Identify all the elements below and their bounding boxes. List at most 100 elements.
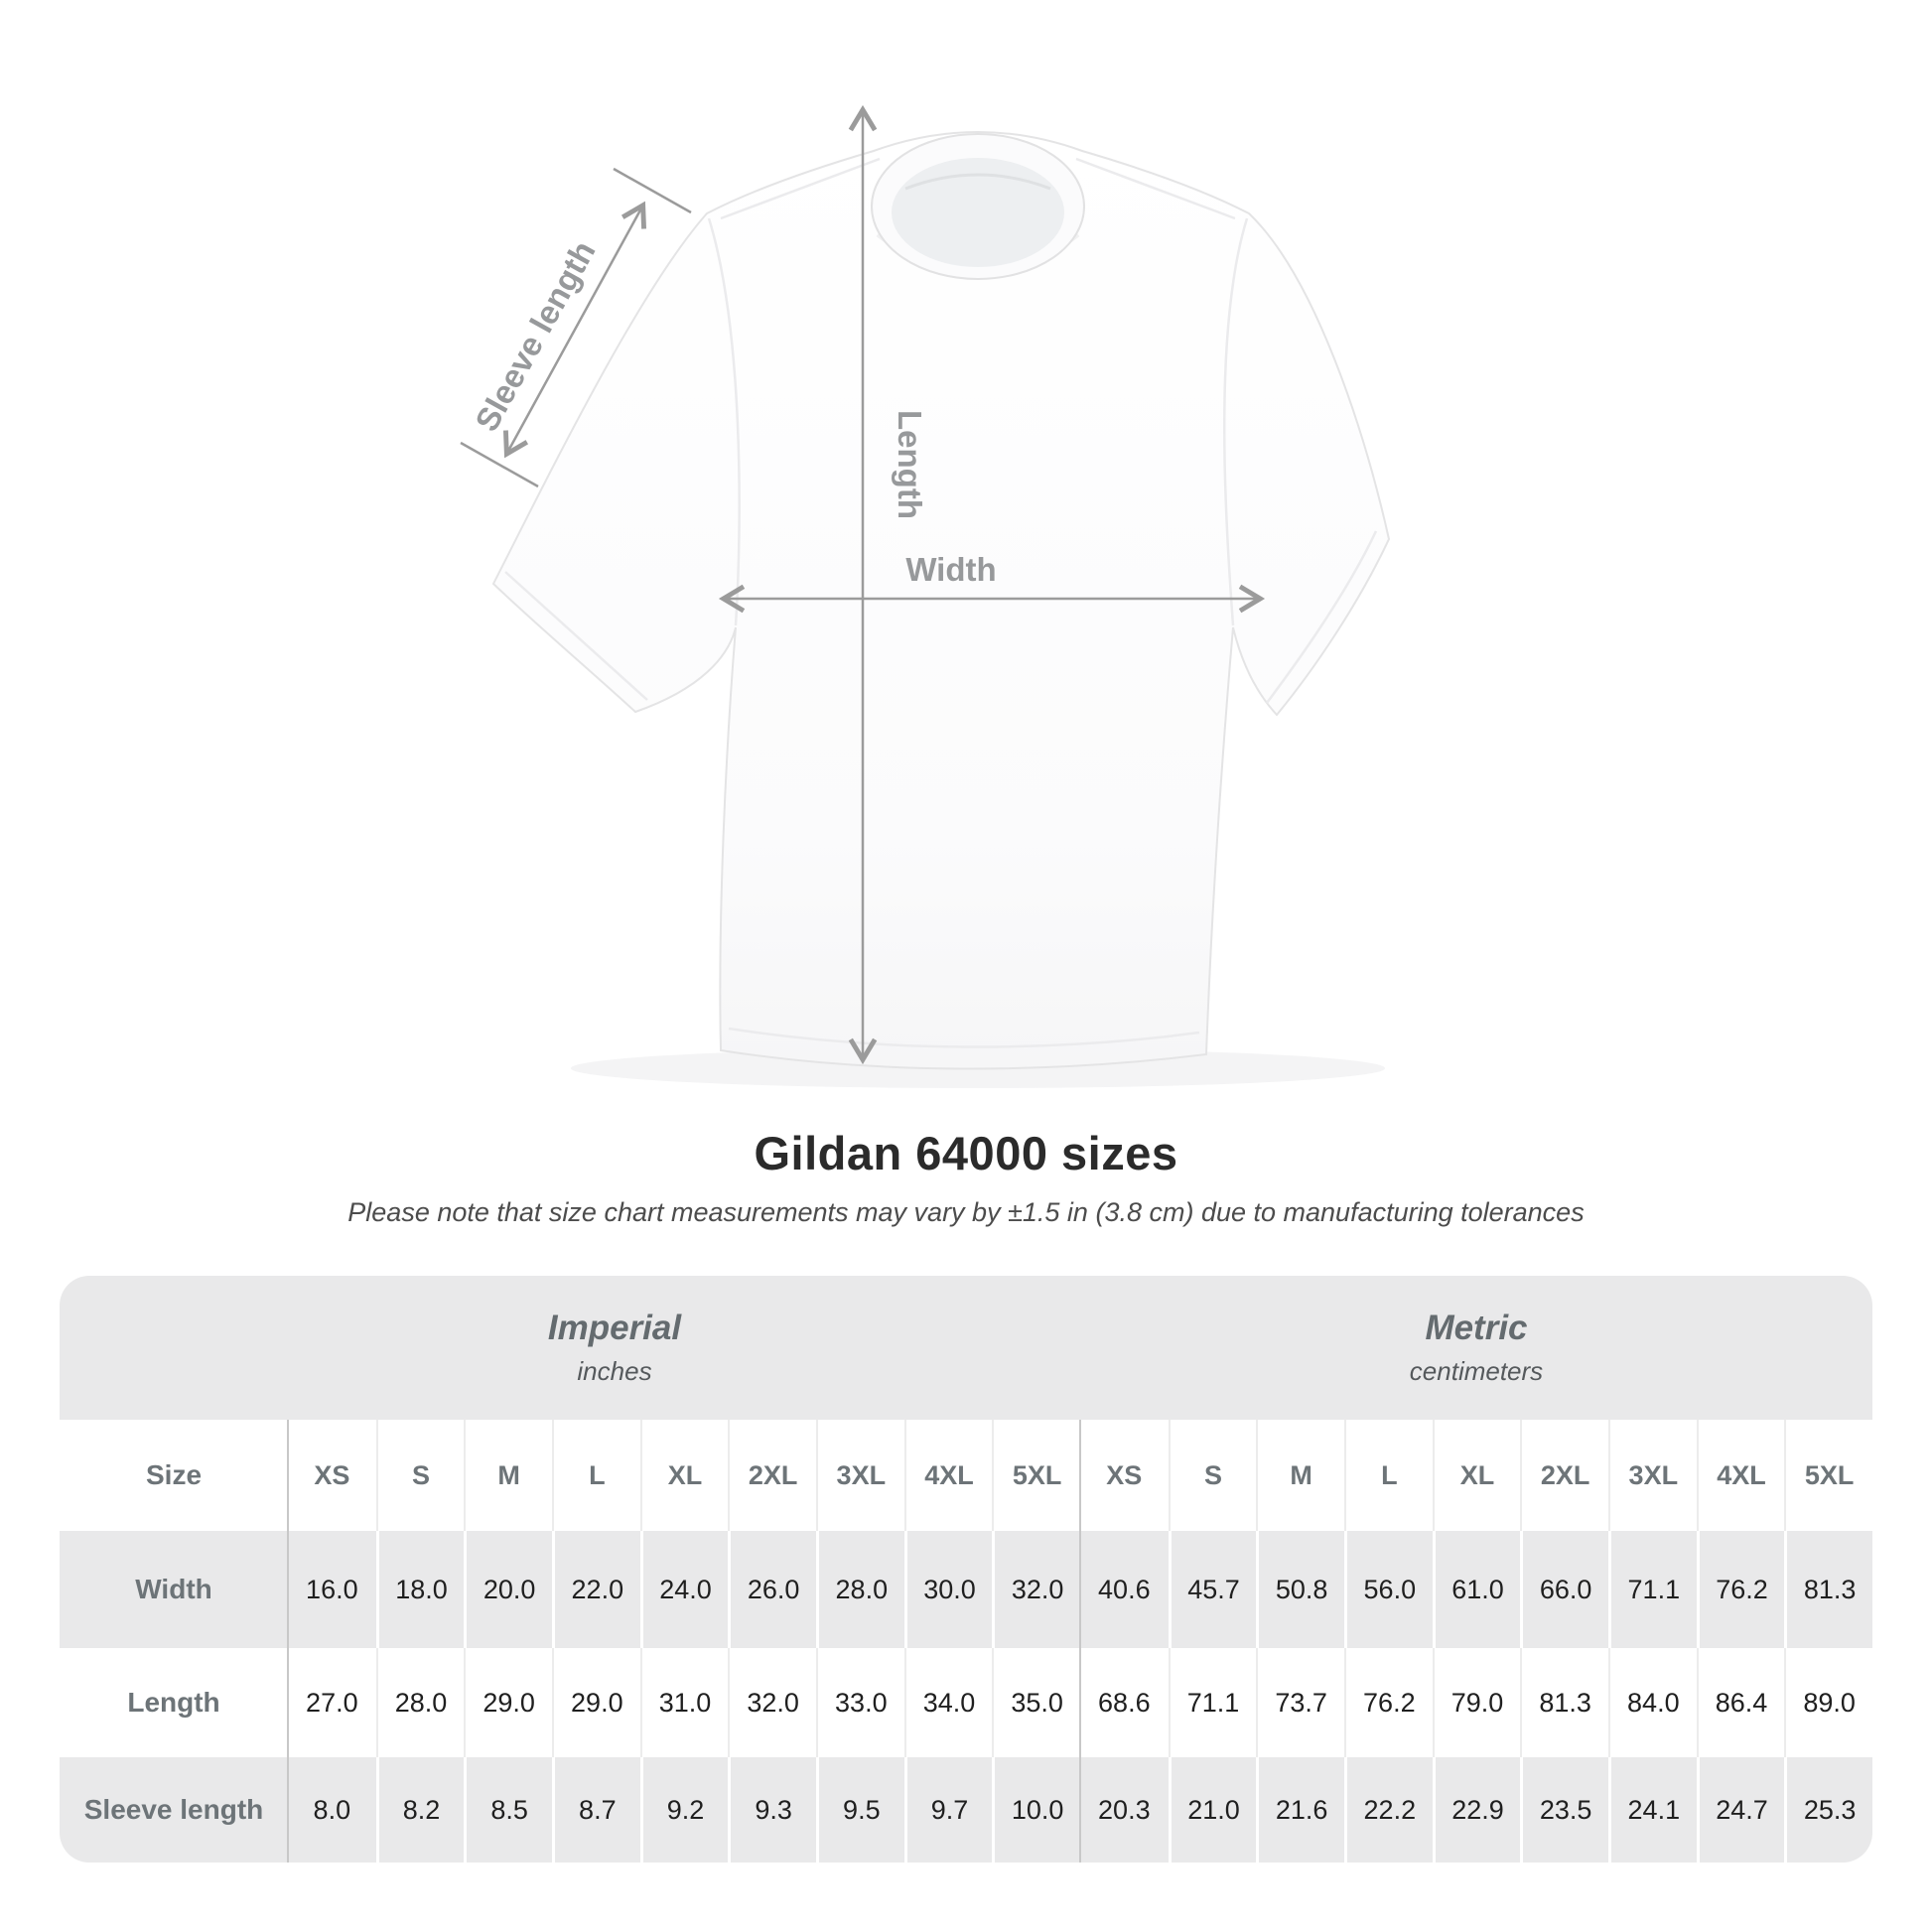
value-cell: 79.0 [1432, 1648, 1521, 1757]
value-cell: 34.0 [903, 1648, 993, 1757]
unit-header-band: Imperial inches Metric centimeters [60, 1276, 1872, 1420]
value-cell: 8.5 [464, 1757, 552, 1863]
sleeve-length-row: Sleeve length 8.0 8.2 8.5 8.7 9.2 9.3 9.5 9.7 10.… [60, 1757, 1872, 1863]
imperial-unit: inches [577, 1356, 652, 1386]
value-cell: 22.9 [1432, 1757, 1521, 1863]
value-cell: 56.0 [1343, 1531, 1433, 1648]
value-cell: 76.2 [1696, 1531, 1785, 1648]
value-cell: 68.6 [1098, 1687, 1151, 1718]
value-cell: 81.3 [1520, 1648, 1608, 1757]
size-header-cell: 3XL [1607, 1420, 1697, 1531]
value-cell: 10.0 [992, 1757, 1080, 1863]
value-cell: 9.5 [815, 1757, 904, 1863]
value-cell: 25.3 [1784, 1757, 1872, 1863]
size-chart-table: Imperial inches Metric centimeters Size X… [60, 1276, 1872, 1863]
sleeve-length-label: Sleeve length [468, 234, 603, 437]
value-cell: 8.0 [313, 1794, 351, 1825]
imperial-header: Imperial inches [60, 1276, 1080, 1420]
value-cell: 35.0 [992, 1648, 1080, 1757]
value-cell: 50.8 [1256, 1531, 1344, 1648]
value-cell: 66.0 [1520, 1531, 1608, 1648]
value-cell: 22.0 [551, 1531, 640, 1648]
value-cell: 86.4 [1696, 1648, 1785, 1757]
value-cell: 8.7 [551, 1757, 640, 1863]
size-header-cell: XL [639, 1420, 729, 1531]
value-cell: 26.0 [728, 1531, 816, 1648]
value-cell: 71.1 [1168, 1648, 1257, 1757]
length-row: Length 27.0 28.0 29.0 29.0 31.0 32.0 33.0 34.0 35… [60, 1648, 1872, 1757]
value-cell: 76.2 [1343, 1648, 1433, 1757]
page-title: Gildan 64000 sizes [754, 1127, 1178, 1179]
sleeve-length-arrow [502, 201, 647, 459]
imperial-metric-divider [1079, 1420, 1081, 1863]
value-cell: 84.0 [1607, 1648, 1697, 1757]
row-label: Length [127, 1687, 220, 1718]
size-chart-grid: Size XS S M L XL 2XL 3XL 4XL 5XL XS S M L XL 2XL 3XL 4XL 5… [60, 1420, 1872, 1863]
value-cell: 29.0 [551, 1648, 640, 1757]
value-cell: 24.0 [639, 1531, 729, 1648]
size-header-cell: M [1256, 1420, 1344, 1531]
value-cell: 33.0 [815, 1648, 904, 1757]
value-cell: 20.0 [464, 1531, 552, 1648]
value-cell: 9.7 [903, 1757, 993, 1863]
value-cell: 32.0 [992, 1531, 1080, 1648]
value-cell: 28.0 [815, 1531, 904, 1648]
label-column-divider [287, 1420, 289, 1863]
size-header-cell: L [1343, 1420, 1433, 1531]
value-cell: 21.6 [1256, 1757, 1344, 1863]
size-header-cell: 4XL [1696, 1420, 1785, 1531]
value-cell: 18.0 [375, 1531, 465, 1648]
collar [871, 133, 1085, 280]
value-cell: 9.2 [639, 1757, 729, 1863]
size-header-cell: M [464, 1420, 552, 1531]
size-header-row: Size XS S M L XL 2XL 3XL 4XL 5XL XS S M L XL 2XL 3XL 4XL 5… [60, 1420, 1872, 1531]
size-header-cell: 4XL [903, 1420, 993, 1531]
tshirt-measurement-diagram: Sleeve length Length Width [460, 104, 1391, 1088]
value-cell: 22.2 [1343, 1757, 1433, 1863]
length-label: Length [892, 410, 928, 519]
value-cell: 81.3 [1784, 1531, 1872, 1648]
value-cell: 89.0 [1784, 1648, 1872, 1757]
size-header-cell: XL [1432, 1420, 1521, 1531]
value-cell: 29.0 [464, 1648, 552, 1757]
size-header-cell: 5XL [992, 1420, 1080, 1531]
value-cell: 8.2 [375, 1757, 465, 1863]
size-header-cell: 3XL [815, 1420, 904, 1531]
metric-header: Metric centimeters [1080, 1276, 1872, 1420]
width-label: Width [905, 551, 996, 588]
value-cell: 27.0 [306, 1687, 358, 1718]
value-cell: 32.0 [728, 1648, 816, 1757]
sleeve-arrow-bottom-tick [460, 441, 539, 488]
value-cell: 31.0 [639, 1648, 729, 1757]
imperial-title: Imperial [547, 1309, 682, 1347]
measurement-arrows [460, 104, 1266, 1065]
row-label: Size [145, 1459, 203, 1490]
row-label: Sleeve length [83, 1794, 264, 1825]
metric-title: Metric [1425, 1309, 1528, 1347]
value-cell: 23.5 [1520, 1757, 1608, 1863]
sleeve-arrow-top-tick [613, 167, 692, 214]
value-cell: 28.0 [375, 1648, 465, 1757]
value-cell: 24.7 [1696, 1757, 1785, 1863]
value-cell: 61.0 [1432, 1531, 1521, 1648]
value-cell: 40.6 [1098, 1574, 1151, 1604]
size-header-cell: S [375, 1420, 465, 1531]
tolerance-note: Please note that size chart measurements… [347, 1197, 1585, 1227]
value-cell: 30.0 [903, 1531, 993, 1648]
value-cell: 73.7 [1256, 1648, 1344, 1757]
value-cell: 16.0 [306, 1574, 358, 1604]
value-cell: 21.0 [1168, 1757, 1257, 1863]
tshirt-seams [504, 157, 1378, 1048]
row-label: Width [135, 1574, 212, 1604]
value-cell: 20.3 [1098, 1794, 1151, 1825]
value-cell: 45.7 [1168, 1531, 1257, 1648]
size-header-cell: 2XL [728, 1420, 816, 1531]
metric-unit: centimeters [1409, 1356, 1544, 1386]
size-header-cell: XS [1106, 1459, 1143, 1490]
size-header-cell: 2XL [1520, 1420, 1608, 1531]
value-cell: 9.3 [728, 1757, 816, 1863]
size-header-cell: S [1168, 1420, 1257, 1531]
value-cell: 71.1 [1607, 1531, 1697, 1648]
value-cell: 24.1 [1607, 1757, 1697, 1863]
